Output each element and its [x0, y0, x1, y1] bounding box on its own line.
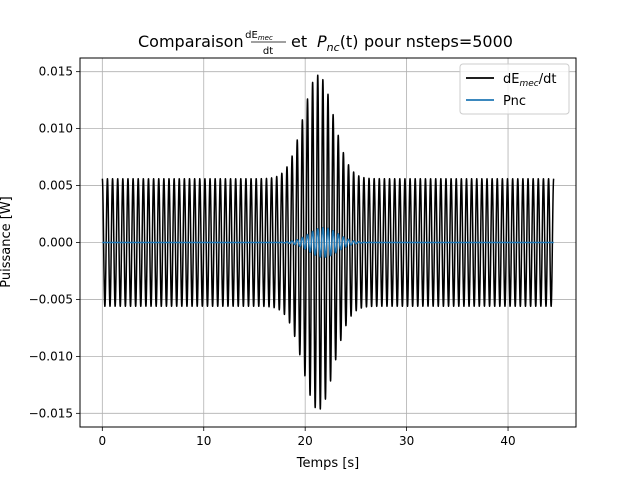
- series-line-demec-dt: [101, 74, 555, 410]
- x-tick-label: 30: [399, 434, 414, 448]
- title-text: Comparaison: [138, 32, 244, 51]
- x-tick-label: 20: [298, 434, 313, 448]
- x-tick-label: 10: [196, 434, 211, 448]
- legend: dEmec/dt Pnc: [459, 63, 570, 115]
- title-power-symbol: Pnc(t): [317, 32, 358, 54]
- x-tick-label: 40: [500, 434, 515, 448]
- legend-box: [459, 63, 570, 115]
- x-tick-label: 0: [98, 434, 106, 448]
- y-tick-label: 0.015: [39, 65, 73, 79]
- legend-label-demec: dEmec/dt: [503, 72, 556, 89]
- x-axis-label: Temps [s]: [296, 456, 359, 471]
- y-tick-label: 0.010: [39, 122, 73, 136]
- y-axis-label: Puissance [W]: [0, 196, 14, 288]
- axis-ticks: 0 10 20 30 40 −0.015 −0.010 −0.005 0.000 0.005 0.0…: [29, 65, 516, 448]
- y-tick-label: −0.005: [29, 292, 73, 306]
- y-tick-label: −0.010: [29, 349, 73, 363]
- legend-label-pnc: Pnc: [503, 94, 526, 109]
- title-et: et: [291, 32, 307, 51]
- series-line-pnc: [101, 226, 555, 258]
- y-tick-label: 0.005: [39, 179, 73, 193]
- chart-title: Comparaison dEmec dt et Pnc(t) pour nste…: [138, 30, 513, 57]
- plot-lines: [101, 74, 555, 410]
- title-fraction-denominator: dt: [263, 46, 273, 57]
- y-tick-label: 0.000: [39, 236, 73, 250]
- title-tail: pour nsteps=5000: [364, 32, 513, 51]
- y-tick-label: −0.015: [29, 406, 73, 420]
- title-fraction-numerator: dEmec: [245, 30, 273, 42]
